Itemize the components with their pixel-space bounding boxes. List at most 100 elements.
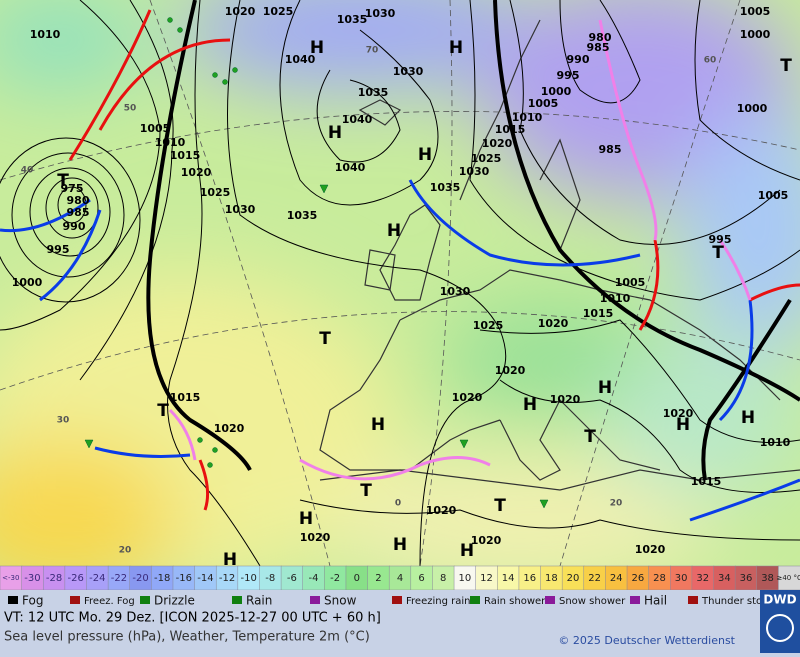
isobar-label: 1020 [300, 531, 331, 544]
scale-label: -10 [240, 573, 256, 584]
isobar-label: 1030 [365, 7, 396, 20]
isobar-label: 1020 [550, 393, 581, 406]
pressure-center: H [299, 509, 313, 529]
scale-label: 16 [523, 573, 536, 584]
pressure-center: H [393, 535, 407, 555]
scale-label: 38 [761, 573, 774, 584]
isobar-label: 1005 [615, 276, 646, 289]
scale-label: 36 [740, 573, 753, 584]
pressure-center: H [449, 38, 463, 58]
coastlines [319, 19, 800, 491]
isobar-label: 1015 [170, 149, 201, 162]
isobar-label: 1020 [181, 166, 212, 179]
isobar-label: 985 [599, 143, 622, 156]
scale-label: 0 [354, 573, 360, 584]
pressure-center: H [523, 395, 537, 415]
isobar-label: 1020 [426, 504, 457, 517]
pressure-center: T [712, 243, 724, 263]
weather-label: Freezing rain [406, 596, 470, 607]
scale-label: -6 [287, 573, 297, 584]
scale-label: 2 [375, 573, 381, 584]
weather-label: Hail [644, 594, 667, 608]
fronts [0, 9, 800, 522]
dwd-logo-text: DWD [763, 593, 796, 607]
isobar-label: 980 [67, 194, 90, 207]
isobar-label: 1020 [452, 391, 483, 404]
scale-label: -8 [265, 573, 275, 584]
weather-icon [392, 596, 402, 604]
scale-label: -4 [309, 573, 319, 584]
pressure-center: T [157, 401, 169, 421]
scale-label: -28 [46, 573, 62, 584]
isobar-label: 30 [57, 416, 70, 426]
weather-icon [310, 596, 320, 604]
isobar-label: 1035 [287, 209, 318, 222]
pressure-center: H [310, 38, 324, 58]
isobar-label: 1035 [337, 13, 368, 26]
isobar-label: 20 [119, 546, 132, 556]
scale-label: 30 [675, 573, 688, 584]
isobar-label: 70 [366, 46, 379, 56]
isobar-label: 1020 [635, 543, 666, 556]
isobar-label: 1035 [358, 86, 389, 99]
weather-legend: Fog Freez. Fog Drizzle Rain Snow Freezing rai… [8, 594, 776, 608]
pressure-center: T [360, 481, 372, 501]
isobar-label: 985 [587, 41, 610, 54]
isobar-label: 995 [557, 69, 580, 82]
isobar-label: 60 [704, 56, 717, 66]
scale-label: 26 [631, 573, 644, 584]
isobar-label: 0 [395, 499, 401, 509]
weather-icon [8, 596, 18, 604]
isobar-label: 980 [589, 31, 612, 44]
pressure-center: T [584, 427, 596, 447]
isobar-label: 1020 [495, 364, 526, 377]
scale-label: 22 [588, 573, 601, 584]
isobar-label: 1040 [285, 53, 316, 66]
scale-label: 24 [610, 573, 623, 584]
scale-label: -22 [111, 573, 127, 584]
isobar-label: 40 [21, 166, 34, 176]
scale-label: 34 [718, 573, 731, 584]
scale-label: 10 [458, 573, 471, 584]
weather-icon [140, 596, 150, 604]
isobar-label: 1000 [740, 28, 771, 41]
weather-label: Snow [324, 594, 357, 608]
pressure-center: H [418, 145, 432, 165]
pressure-center: T [780, 56, 792, 76]
scale-label: -12 [219, 573, 235, 584]
weather-label: Rain shower [484, 596, 546, 607]
weather-icon [232, 596, 242, 604]
isobar-label: 1020 [225, 5, 256, 18]
pressure-center: T [57, 171, 69, 191]
pressure-center: H [598, 378, 612, 398]
isobar-label: 1010 [30, 28, 61, 41]
isobar-label: 1040 [335, 161, 366, 174]
isobar-label: 1020 [471, 534, 502, 547]
pressure-center: H [387, 221, 401, 241]
scale-label: -14 [197, 573, 213, 584]
weather-icon [630, 596, 640, 604]
pressure-center: H [741, 408, 755, 428]
description: Sea level pressure (hPa), Weather, Tempe… [4, 630, 370, 645]
pressure-center: H [371, 415, 385, 435]
temperature-scale: <-30 -30 -28 -26 -24 -22 -20 -18 -16 -14 -12 -10 -8-… [0, 565, 800, 591]
scale-label: 20 [567, 573, 580, 584]
isobar-label: 1015 [170, 391, 201, 404]
isobar-label: 1000 [12, 276, 43, 289]
troughs [146, 0, 800, 481]
scale-label: -16 [176, 573, 192, 584]
temperature-field [0, 0, 800, 566]
scale-label: 14 [502, 573, 515, 584]
isobar-label: 975 [61, 182, 84, 195]
isobar-label: 995 [709, 233, 732, 246]
isobar-label: 1025 [471, 152, 502, 165]
isobar-label: 1020 [214, 422, 245, 435]
isobar-label: 1010 [512, 111, 543, 124]
isobar-label: 1000 [737, 102, 768, 115]
isobar-label: 1040 [342, 113, 373, 126]
dwd-logo [760, 590, 800, 653]
isobar-label: 1020 [663, 407, 694, 420]
